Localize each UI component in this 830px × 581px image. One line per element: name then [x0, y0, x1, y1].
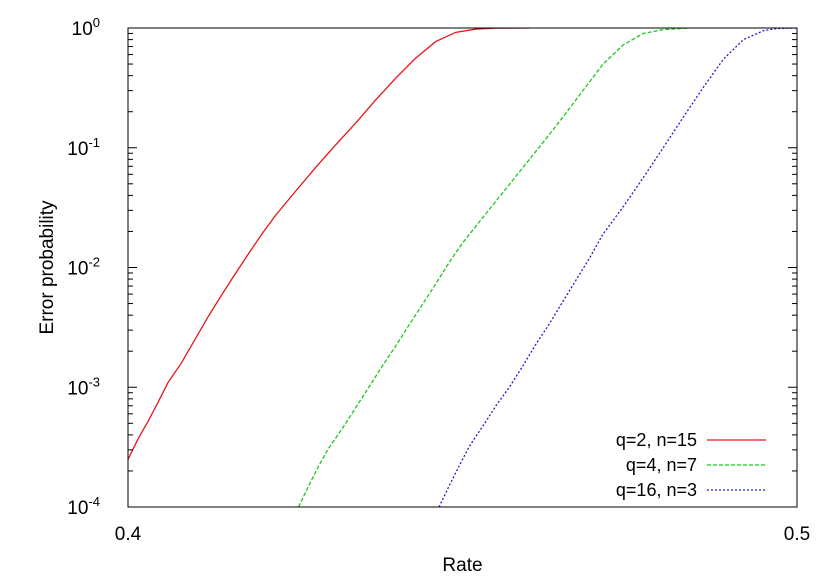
y-tick-label: 10-2: [67, 255, 100, 280]
y-tick-label: 10-3: [67, 374, 100, 399]
y-axis-label: Error probability: [37, 200, 58, 335]
y-tick-label: 10-1: [67, 135, 100, 160]
series-line-1: [128, 28, 530, 460]
y-tick-label: 10-4: [67, 494, 100, 519]
y-tick-label: 100: [72, 15, 100, 40]
legend: q=2, n=15 q=4, n=7 q=16, n=3: [616, 430, 766, 500]
x-axis-label: Rate: [442, 555, 482, 576]
legend-label-1: q=2, n=15: [616, 430, 697, 450]
axis-ticks: 10-4 10-3 10-2 10-1 100 0.4 0.5: [67, 15, 810, 545]
legend-label-2: q=4, n=7: [626, 455, 697, 475]
legend-label-3: q=16, n=3: [616, 480, 697, 500]
plot-lines: [128, 28, 797, 507]
x-tick-label: 0.4: [115, 524, 142, 545]
x-tick-label: 0.5: [784, 524, 810, 545]
